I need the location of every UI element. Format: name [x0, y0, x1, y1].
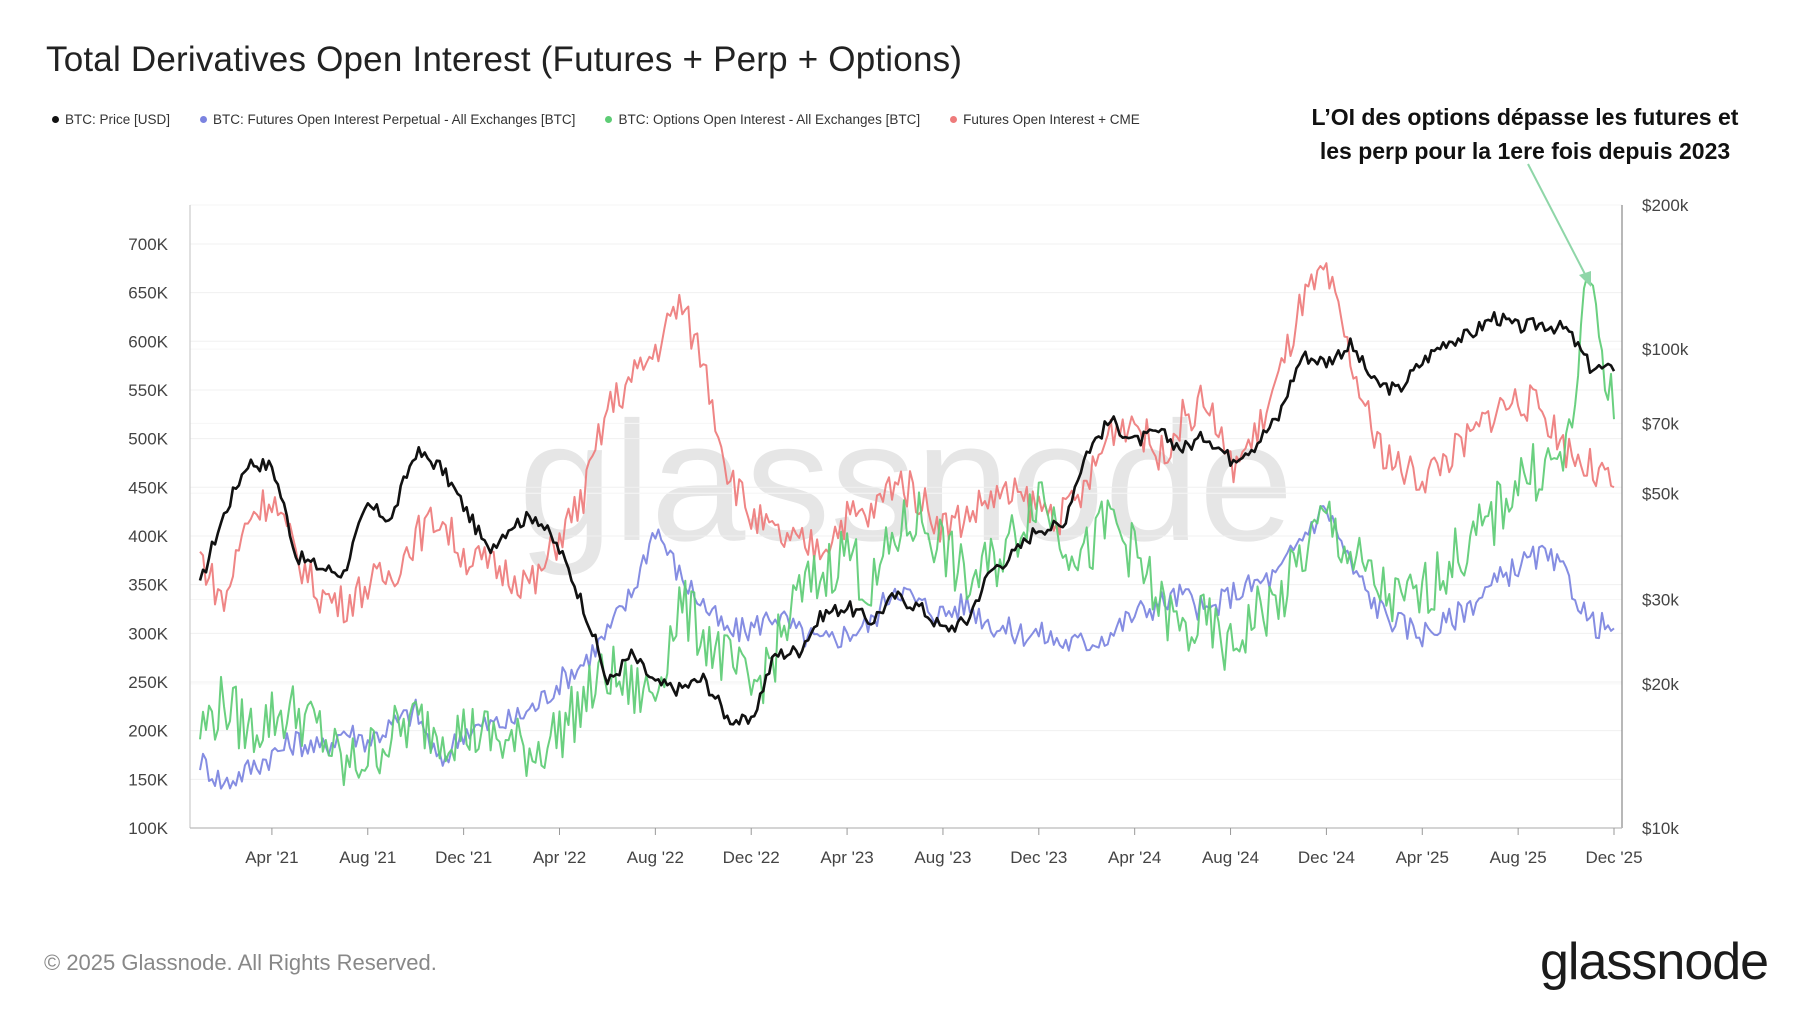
annotation-arrow-head [1579, 271, 1591, 287]
x-tick-label: Dec '23 [1010, 848, 1067, 867]
y-right-tick-label: $50k [1642, 484, 1679, 503]
y-right-tick-label: $20k [1642, 675, 1679, 694]
y-right-tick-label: $30k [1642, 591, 1679, 610]
series-line-options-open-interest [199, 275, 1615, 787]
x-tick-label: Apr '22 [533, 848, 586, 867]
y-right-tick-label: $10k [1642, 819, 1679, 838]
x-tick-label: Aug '22 [627, 848, 684, 867]
series-line-btc-price [198, 311, 1616, 726]
y-left-tick-label: 500K [128, 430, 168, 449]
x-tick-label: Apr '21 [245, 848, 298, 867]
x-tick-label: Aug '25 [1490, 848, 1547, 867]
legend-label-price: BTC: Price [USD] [65, 112, 171, 127]
x-tick-label: Apr '23 [820, 848, 873, 867]
legend-item-perp-oi[interactable]: BTC: Futures Open Interest Perpetual - A… [200, 112, 575, 127]
chart-title: Total Derivatives Open Interest (Futures… [46, 40, 963, 79]
y-left-tick-label: 600K [128, 332, 168, 351]
y-left-tick-label: 150K [128, 770, 168, 789]
y-right-tick-label: $200k [1642, 196, 1689, 215]
legend-dot-perp-oi [200, 116, 208, 123]
legend-label-futures-cme: Futures Open Interest + CME [963, 112, 1140, 127]
legend-dot-futures-cme [950, 116, 958, 123]
y-right-tick-label: $100k [1642, 340, 1689, 359]
y-right-tick-label: $70k [1642, 414, 1679, 433]
x-tick-label: Dec '22 [723, 848, 780, 867]
legend-label-perp-oi: BTC: Futures Open Interest Perpetual - A… [213, 112, 576, 127]
legend-dot-options-oi [605, 116, 613, 123]
y-left-tick-label: 250K [128, 673, 168, 692]
x-tick-label: Apr '24 [1108, 848, 1161, 867]
y-left-tick-label: 100K [128, 819, 168, 838]
legend-item-options-oi[interactable]: BTC: Options Open Interest - All Exchang… [605, 112, 920, 127]
legend-dot-price [52, 116, 59, 123]
x-tick-label: Dec '21 [435, 848, 492, 867]
y-left-tick-label: 550K [128, 381, 168, 400]
x-tick-label: Dec '25 [1585, 848, 1642, 867]
x-tick-label: Aug '24 [1202, 848, 1259, 867]
y-left-tick-label: 200K [128, 722, 168, 741]
y-left-tick-label: 400K [128, 527, 168, 546]
x-tick-label: Dec '24 [1298, 848, 1355, 867]
x-tick-label: Apr '25 [1396, 848, 1449, 867]
legend: BTC: Price [USD] BTC: Futures Open Inter… [52, 112, 1140, 127]
legend-label-options-oi: BTC: Options Open Interest - All Exchang… [618, 112, 921, 127]
annotation-text: L’OI des options dépasse les futures et … [1285, 100, 1765, 168]
annotation-arrow-line [1527, 163, 1589, 281]
annotation-line-2: les perp pour la 1ere fois depuis 2023 [1319, 138, 1731, 164]
y-left-tick-label: 650K [128, 284, 168, 303]
watermark-text: glassnode [518, 387, 1293, 577]
legend-item-futures-cme[interactable]: Futures Open Interest + CME [950, 112, 1140, 127]
glassnode-logo: glassnode [1540, 933, 1769, 991]
legend-item-price[interactable]: BTC: Price [USD] [52, 112, 170, 127]
y-left-tick-label: 350K [128, 576, 168, 595]
copyright-footer: © 2025 Glassnode. All Rights Reserved. [44, 950, 437, 975]
y-left-tick-label: 450K [128, 478, 168, 497]
y-left-tick-label: 300K [128, 624, 168, 643]
series-line-futures-cme [199, 262, 1615, 624]
x-tick-label: Aug '23 [914, 848, 971, 867]
annotation-line-1: L’OI des options dépasse les futures et [1311, 104, 1739, 130]
y-left-tick-label: 700K [128, 235, 168, 254]
series-line-perp-open-interest [199, 505, 1615, 790]
x-tick-label: Aug '21 [339, 848, 396, 867]
